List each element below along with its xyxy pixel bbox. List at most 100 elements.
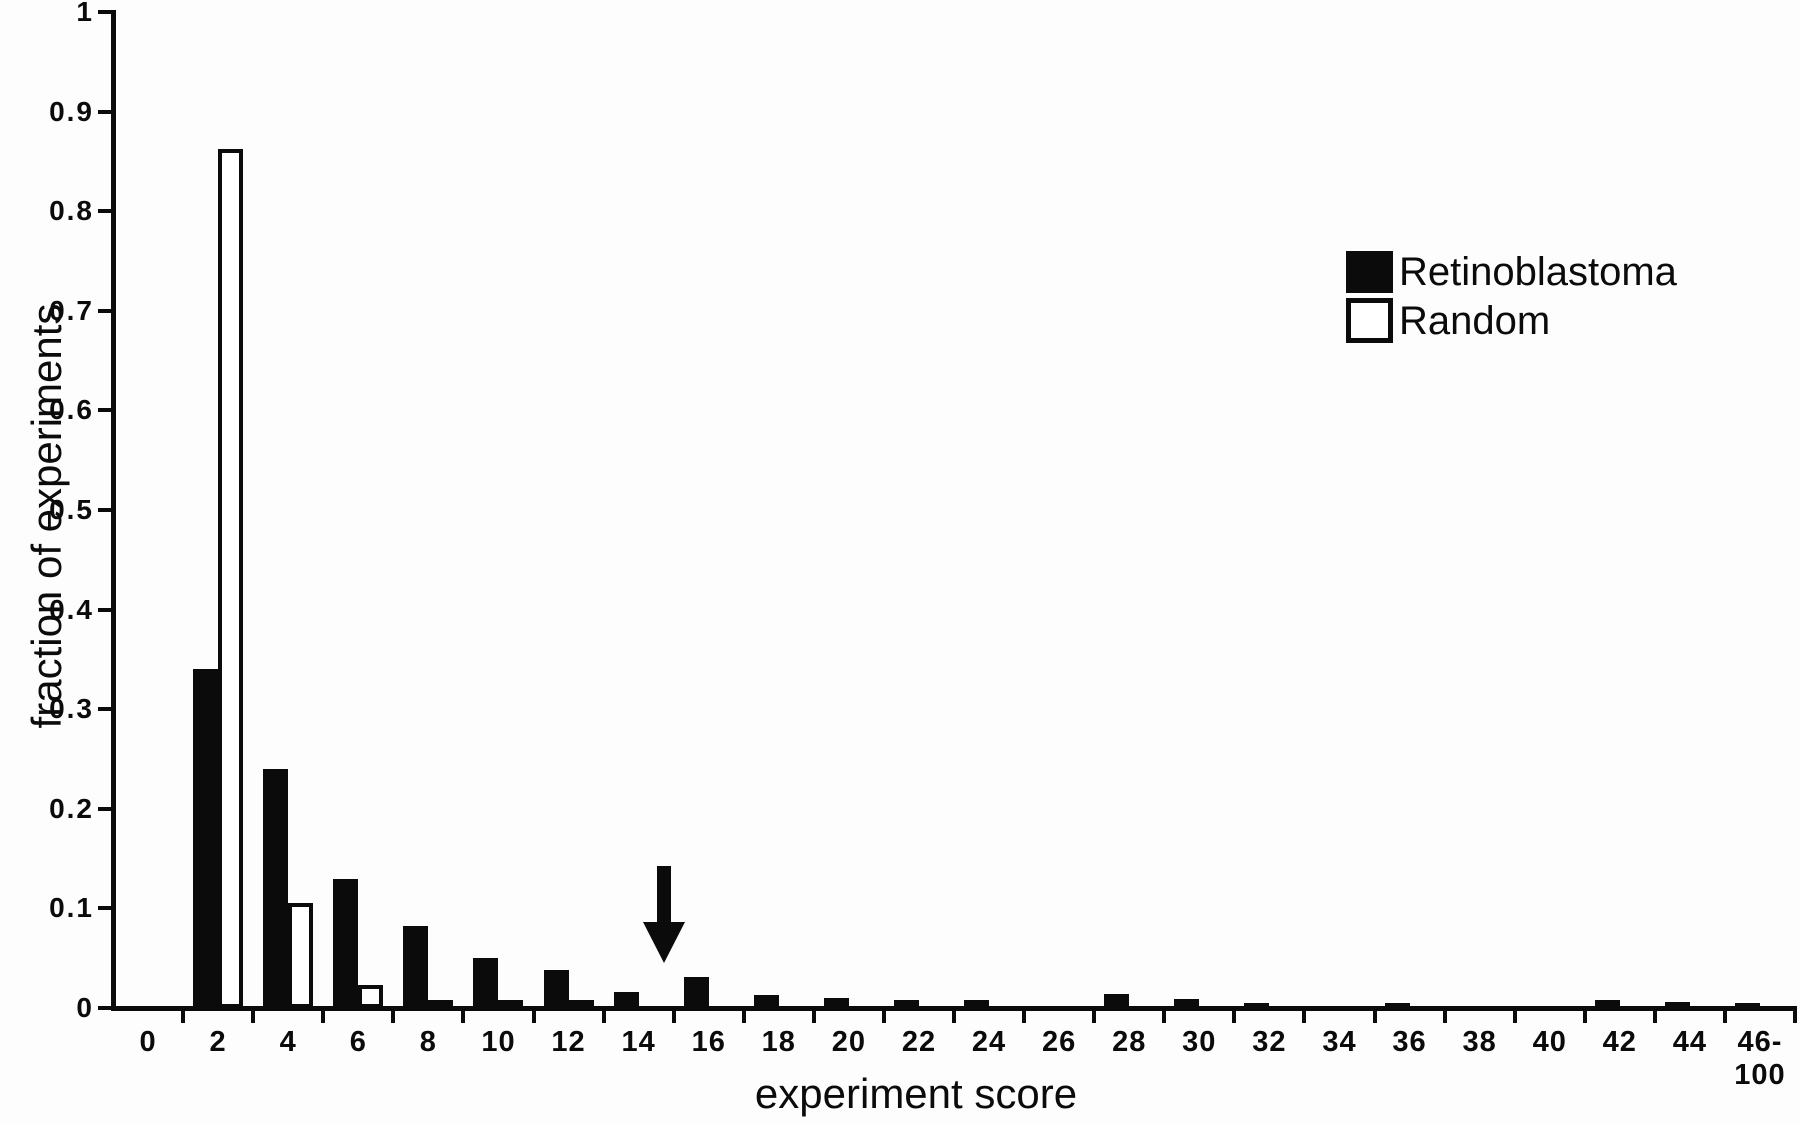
x-tick	[952, 1008, 956, 1023]
x-tick	[1442, 1008, 1447, 1023]
y-tick-label: 0.4	[49, 593, 94, 625]
x-tick-label: 46- 100	[1734, 1026, 1786, 1091]
x-tick	[1162, 1008, 1167, 1023]
bar-retinoblastoma-44	[1664, 1002, 1690, 1008]
x-tick-label: 20	[831, 1026, 866, 1058]
x-tick	[1722, 1008, 1727, 1023]
x-tick	[1582, 1008, 1587, 1023]
x-tick	[1652, 1008, 1657, 1023]
legend-label: Retinoblastoma	[1399, 250, 1677, 294]
x-tick-label: 2	[209, 1026, 227, 1058]
open-swatch-icon	[1346, 298, 1393, 343]
x-tick	[461, 1008, 466, 1023]
x-tick-label: 34	[1322, 1026, 1357, 1058]
x-tick	[601, 1008, 606, 1023]
bar-retinoblastoma-32	[1244, 1003, 1270, 1008]
x-tick	[321, 1008, 326, 1023]
y-tick-label: 0.1	[49, 892, 94, 924]
y-tick	[98, 806, 113, 811]
x-tick-label: 38	[1462, 1026, 1497, 1058]
x-tick-label: 42	[1602, 1026, 1637, 1058]
y-axis-line	[111, 10, 116, 1011]
x-tick	[181, 1008, 186, 1023]
legend-label: Random	[1399, 298, 1551, 343]
x-tick	[1372, 1008, 1377, 1023]
bar-random-2	[218, 149, 244, 1008]
x-tick	[811, 1008, 816, 1023]
down-arrow-icon	[656, 866, 671, 923]
legend-item-retinoblastoma: Retinoblastoma	[1346, 250, 1677, 294]
y-tick-label: 0.3	[49, 693, 94, 725]
bar-random-6	[358, 985, 384, 1008]
y-tick	[98, 707, 113, 712]
y-tick	[98, 508, 113, 512]
y-tick	[98, 906, 113, 911]
x-tick-label: 12	[551, 1026, 586, 1058]
x-tick	[881, 1008, 886, 1023]
y-axis-title: fraction of experiments	[23, 303, 70, 729]
bar-retinoblastoma-28	[1104, 994, 1130, 1008]
y-tick	[98, 408, 113, 413]
x-tick	[391, 1008, 396, 1023]
bar-retinoblastoma-12	[543, 970, 569, 1008]
x-tick-label: 32	[1252, 1026, 1287, 1058]
x-tick-label: 28	[1112, 1026, 1147, 1058]
y-tick	[98, 209, 113, 214]
y-tick-label: 0.8	[49, 195, 94, 227]
y-tick-label: 0.7	[49, 294, 94, 326]
legend: Retinoblastoma Random	[1346, 250, 1677, 347]
x-tick-label: 10	[481, 1026, 516, 1058]
x-tick-label: 0	[139, 1026, 157, 1058]
x-tick	[671, 1008, 676, 1023]
x-tick	[1302, 1008, 1307, 1023]
bar-retinoblastoma-16	[683, 977, 709, 1008]
x-tick-label: 4	[279, 1026, 297, 1058]
y-tick	[98, 1006, 113, 1010]
x-tick-label: 22	[901, 1026, 937, 1058]
filled-swatch-icon	[1346, 251, 1393, 293]
bar-retinoblastoma-30	[1174, 999, 1200, 1008]
bar-retinoblastoma-4	[263, 769, 289, 1008]
bar-random-10	[498, 1000, 524, 1008]
x-tick	[1022, 1008, 1027, 1023]
bar-random-12	[568, 1000, 594, 1008]
bar-retinoblastoma-14	[613, 992, 639, 1008]
bar-random-8	[428, 1000, 454, 1008]
y-tick-label: 1	[76, 0, 94, 27]
x-tick	[741, 1008, 746, 1023]
y-tick	[98, 109, 113, 114]
y-tick	[98, 607, 113, 612]
x-tick-label: 40	[1532, 1026, 1567, 1058]
bar-retinoblastoma-10	[473, 958, 499, 1008]
x-tick	[1793, 1008, 1797, 1023]
bar-retinoblastoma-8	[403, 926, 429, 1008]
x-tick	[251, 1008, 256, 1023]
y-tick-label: 0.6	[49, 394, 94, 426]
y-tick	[98, 10, 113, 14]
y-tick	[98, 308, 113, 313]
y-tick-label: 0.9	[49, 95, 94, 127]
x-tick-label: 30	[1182, 1026, 1217, 1058]
x-tick-label: 24	[971, 1026, 1007, 1058]
x-tick	[1232, 1008, 1237, 1023]
x-tick	[531, 1008, 536, 1023]
bar-random-4	[288, 903, 314, 1008]
y-tick-label: 0	[76, 992, 94, 1023]
x-tick-label: 16	[691, 1026, 726, 1058]
bar-retinoblastoma-2	[193, 669, 219, 1008]
x-tick-label: 6	[349, 1026, 367, 1058]
down-arrow-head-icon	[642, 922, 685, 963]
x-tick-label: 44	[1672, 1026, 1707, 1058]
x-tick-label: 26	[1041, 1026, 1077, 1058]
bar-retinoblastoma-18	[753, 995, 779, 1008]
bar-retinoblastoma-6	[333, 879, 359, 1008]
y-tick-label: 0.2	[49, 792, 94, 824]
bar-retinoblastoma-36	[1384, 1003, 1410, 1008]
x-tick-label: 8	[419, 1026, 437, 1058]
bar-retinoblastoma-22	[893, 1000, 919, 1008]
x-tick	[1512, 1008, 1517, 1023]
bar-retinoblastoma-42	[1594, 1000, 1620, 1008]
bar-retinoblastoma-46-100	[1734, 1003, 1760, 1008]
legend-item-random: Random	[1346, 298, 1677, 343]
